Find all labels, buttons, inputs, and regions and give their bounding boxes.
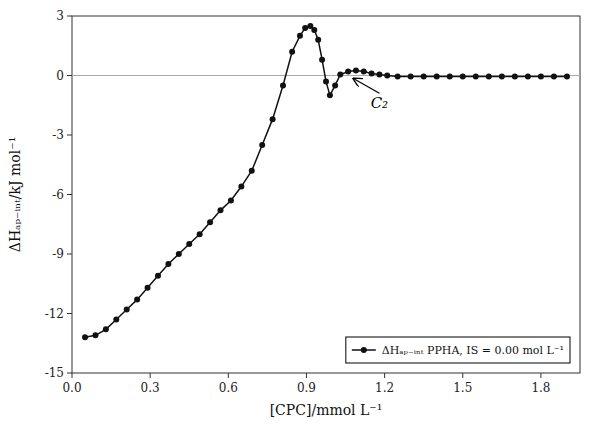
data-point	[538, 73, 544, 79]
data-point	[289, 49, 295, 55]
data-point	[197, 231, 203, 237]
data-point	[165, 261, 171, 267]
data-point	[345, 69, 351, 75]
data-point	[311, 27, 317, 33]
data-point	[353, 68, 359, 74]
data-point	[155, 273, 161, 279]
data-point	[249, 168, 255, 174]
data-point	[207, 219, 213, 225]
x-tick-label: 0.0	[62, 381, 81, 395]
data-point	[421, 73, 427, 79]
data-point	[124, 307, 130, 313]
data-point	[302, 25, 308, 31]
x-tick-label: 1.8	[531, 381, 550, 395]
y-tick-label: 0	[56, 69, 64, 83]
data-point	[512, 73, 518, 79]
data-point	[186, 241, 192, 247]
y-tick	[67, 16, 72, 17]
data-point	[82, 334, 88, 340]
data-point	[384, 73, 390, 79]
y-axis-label: ΔHₐₚ₋ᵢₙₜ/kJ mol⁻¹	[7, 137, 23, 252]
x-tick-label: 1.5	[453, 381, 472, 395]
data-point	[408, 73, 414, 79]
x-tick	[228, 373, 229, 378]
data-point	[337, 72, 343, 78]
y-tick	[67, 313, 72, 314]
data-point	[369, 71, 375, 77]
data-point	[434, 73, 440, 79]
x-tick	[150, 373, 151, 378]
data-point	[499, 73, 505, 79]
data-point	[113, 316, 119, 322]
data-point	[564, 73, 570, 79]
legend: ΔHₐₚ₋ᵢₙₜ PPHA, IS = 0.00 mol L⁻¹	[346, 337, 570, 363]
y-tick-label: -6	[52, 188, 64, 202]
data-point	[297, 33, 303, 39]
annotation-arrow	[353, 78, 379, 93]
annotation-text: C₂	[371, 94, 389, 112]
data-point	[92, 332, 98, 338]
data-point	[270, 116, 276, 122]
legend-marker	[361, 347, 367, 353]
legend-box	[346, 337, 570, 363]
plot-frame	[72, 16, 580, 373]
y-tick	[67, 75, 72, 76]
data-point	[376, 72, 382, 78]
legend-label: ΔHₐₚ₋ᵢₙₜ PPHA, IS = 0.00 mol L⁻¹	[382, 344, 564, 357]
x-tick-label: 0.9	[297, 381, 316, 395]
data-point	[323, 78, 329, 84]
data-point	[447, 73, 453, 79]
y-tick-label: 3	[56, 9, 64, 23]
data-point	[361, 69, 367, 75]
data-point	[315, 37, 321, 43]
x-tick	[72, 373, 73, 378]
series-line	[85, 26, 567, 337]
y-tick-label: -12	[45, 307, 64, 321]
data-point	[228, 197, 234, 203]
data-point	[145, 285, 151, 291]
y-tick	[67, 373, 72, 374]
data-point	[319, 57, 325, 63]
x-tick	[384, 373, 385, 378]
x-tick	[462, 373, 463, 378]
y-tick-label: -9	[52, 247, 64, 261]
x-tick-label: 0.6	[219, 381, 238, 395]
plot-area	[72, 23, 580, 340]
data-point	[551, 73, 557, 79]
data-point	[217, 207, 223, 213]
data-point	[327, 92, 333, 98]
data-point	[486, 73, 492, 79]
y-tick	[67, 135, 72, 136]
x-axis-label: [CPC]/mmol L⁻¹	[270, 402, 383, 418]
data-point	[460, 73, 466, 79]
data-point	[238, 184, 244, 190]
x-tick	[306, 373, 307, 378]
chart: 0.0 0.3 0.6 0.9 1.2 1.5 1.8 -15 -12 -9 -6 -3 0 3 [CPC]…	[0, 0, 596, 429]
y-tick	[67, 254, 72, 255]
x-tick-label: 1.2	[375, 381, 394, 395]
data-point	[332, 82, 338, 88]
x-tick	[540, 373, 541, 378]
data-point	[525, 73, 531, 79]
y-tick-label: -15	[45, 366, 64, 380]
data-point	[176, 251, 182, 257]
data-point	[103, 326, 109, 332]
y-tick-label: -3	[52, 128, 64, 142]
x-tick-label: 0.3	[141, 381, 160, 395]
y-tick	[67, 194, 72, 195]
data-point	[395, 73, 401, 79]
data-point	[473, 73, 479, 79]
data-point	[134, 297, 140, 303]
data-point	[280, 82, 286, 88]
data-point	[259, 142, 265, 148]
